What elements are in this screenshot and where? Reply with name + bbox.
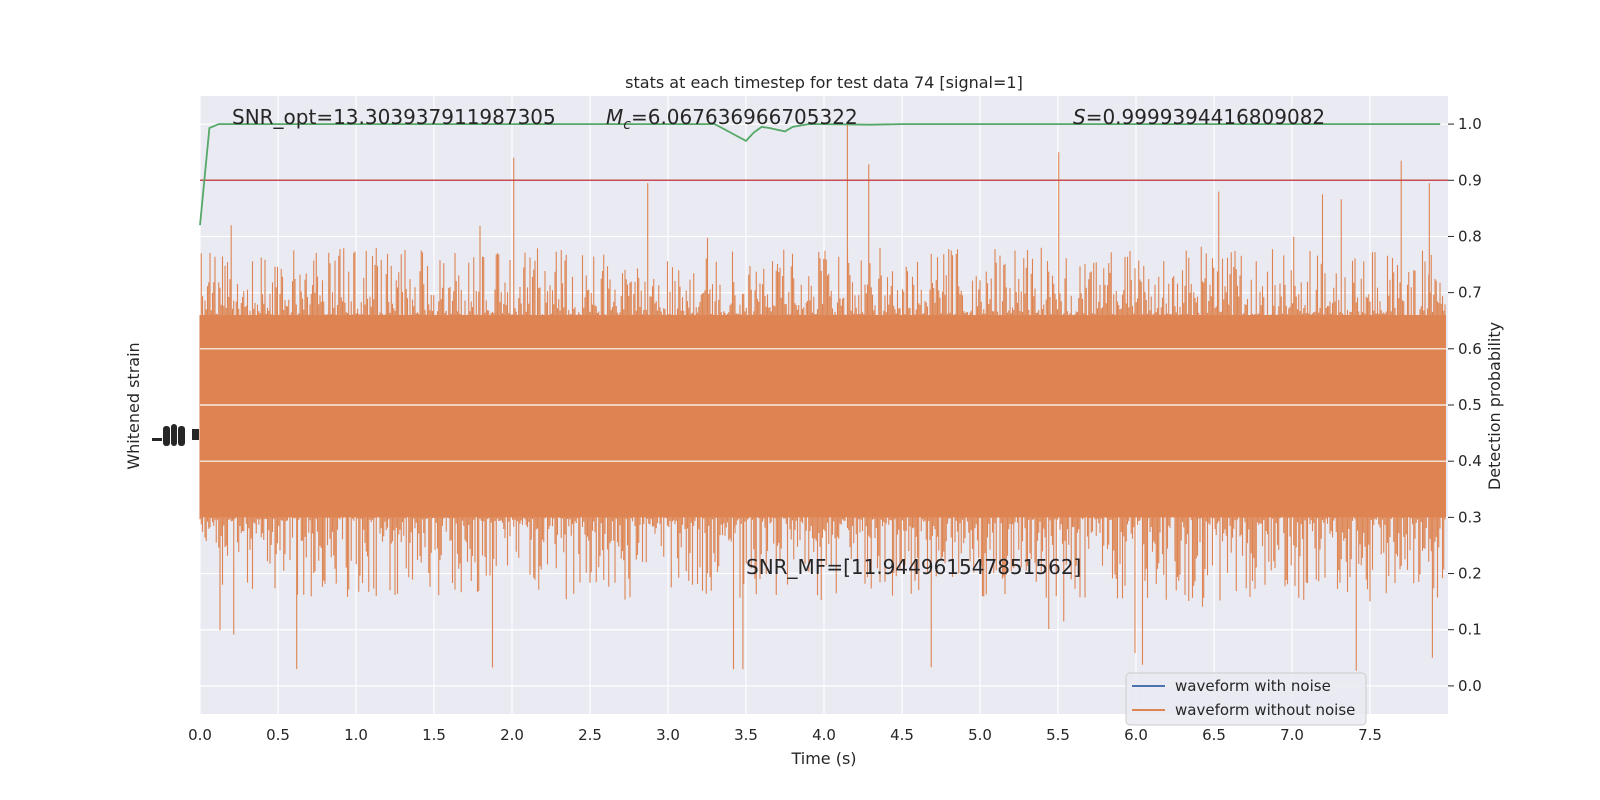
- chart-title: stats at each timestep for test data 74 …: [625, 73, 1023, 92]
- y-tick-label: 0.3: [1458, 508, 1482, 526]
- right-y-axis-label: Detection probability: [1485, 322, 1504, 490]
- legend-label-with-noise: waveform with noise: [1175, 677, 1331, 695]
- legend-label-without-noise: waveform without noise: [1175, 701, 1355, 719]
- y-tick-label: 0.4: [1458, 452, 1482, 470]
- x-tick-label: 2.5: [578, 726, 602, 744]
- x-tick-label: 7.0: [1280, 726, 1304, 744]
- probability-series-layer: [199, 123, 1448, 226]
- x-tick-label: 3.5: [734, 726, 758, 744]
- y-tick-label: 0.6: [1458, 340, 1482, 358]
- x-tick-label: 4.0: [812, 726, 836, 744]
- x-tick-label: 6.0: [1124, 726, 1148, 744]
- left-y-axis-label: Whitened strain: [124, 342, 143, 469]
- y-tick-label: 0.5: [1458, 396, 1482, 414]
- x-tick-label: 7.5: [1358, 726, 1382, 744]
- y-tick-label: 0.2: [1458, 565, 1482, 583]
- x-tick-label: 1.0: [344, 726, 368, 744]
- x-tick-label: 5.0: [968, 726, 992, 744]
- x-tick-label: 5.5: [1046, 726, 1070, 744]
- y-tick-label: 0.7: [1458, 284, 1482, 302]
- x-tick-label: 4.5: [890, 726, 914, 744]
- detection-probability-line: [199, 123, 1441, 226]
- legend: waveform with noise waveform without noi…: [1125, 672, 1367, 726]
- x-axis-ticks: 0.0 0.5 1.0 1.5 2.0 2.5 3.0 3.5 4.0 4.5 5.0 5.5 6.0 6…: [188, 726, 1382, 744]
- x-tick-label: 0.0: [188, 726, 212, 744]
- s-score-annotation: S=0.9999394416809082: [1073, 105, 1325, 129]
- strain-dense-band: [200, 315, 1446, 518]
- y-tick-label: 0.0: [1458, 677, 1482, 695]
- left-axis-ticks-cluster: [152, 424, 199, 446]
- x-tick-label: 1.5: [422, 726, 446, 744]
- snr-mf-annotation: SNR_MF=[11.944961547851562]: [746, 555, 1081, 579]
- x-axis-label: Time (s): [790, 749, 856, 768]
- x-tick-label: 2.0: [500, 726, 524, 744]
- strain-series-layer: [199, 124, 1448, 671]
- legend-box: [1125, 672, 1367, 726]
- x-tick-label: 0.5: [266, 726, 290, 744]
- y-tick-label: 0.9: [1458, 171, 1482, 189]
- x-tick-label: 6.5: [1202, 726, 1226, 744]
- chirp-mass-annotation: Mc=6.067636966705322: [606, 105, 858, 133]
- right-y-axis-ticks: 0.0 0.1 0.2 0.3 0.4 0.5 0.6 0.7 0.8 0.9 1.0: [1448, 115, 1482, 695]
- y-tick-label: 0.1: [1458, 621, 1482, 639]
- y-tick-label: 1.0: [1458, 115, 1482, 133]
- x-tick-label: 3.0: [656, 726, 680, 744]
- y-tick-label: 0.8: [1458, 227, 1482, 245]
- snr-opt-annotation: SNR_opt=13.303937911987305: [232, 105, 556, 129]
